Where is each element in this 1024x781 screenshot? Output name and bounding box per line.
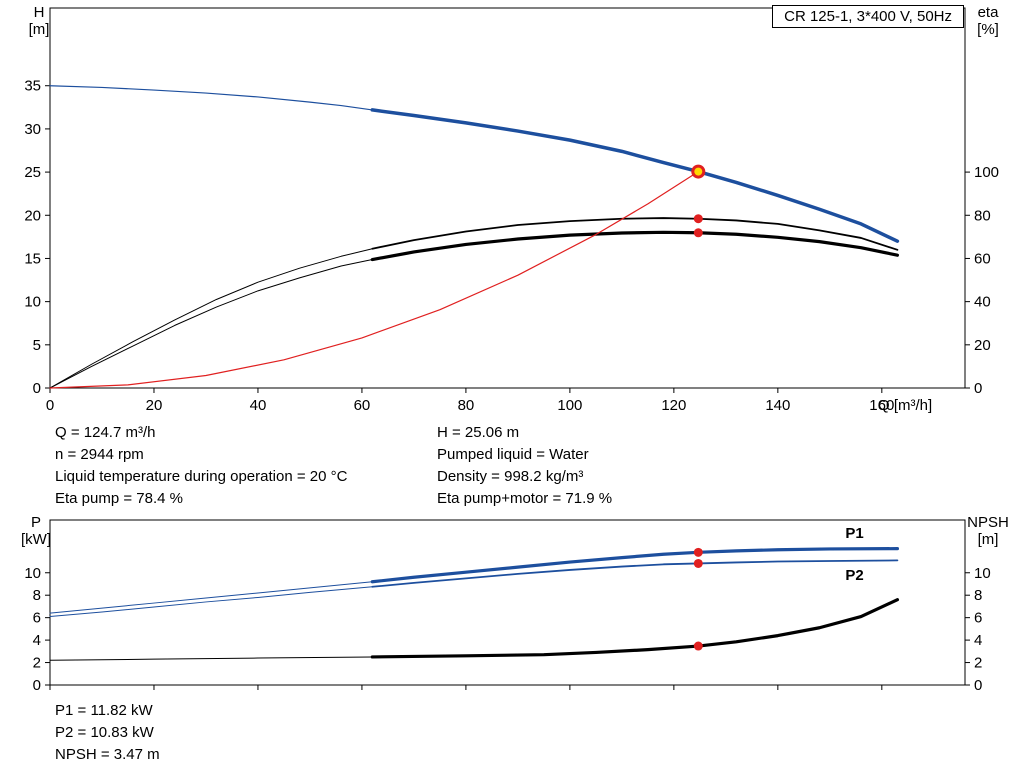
power-npsh-info: P1 = 11.82 kW P2 = 10.83 kW NPSH = 3.47 … [55,700,160,766]
series-P2 [49,586,373,618]
h-axis-title: H [m] [20,4,58,38]
eta-axis-title-line1: eta [977,4,999,21]
plot-border [49,519,966,686]
y-left-tick-label: 0 [33,677,41,694]
npsh-axis-title-line1: NPSH [967,514,1009,531]
y-left-tick-label: 35 [24,78,41,95]
info-line-npsh: NPSH = 3.47 m [55,746,160,763]
y-left-tick-label: 30 [24,121,41,138]
info-line-liquid: Pumped liquid = Water [437,446,589,463]
info-line-density: Density = 998.2 kg/m³ [437,468,584,485]
duty-point [691,164,706,179]
info-line-eta-pump: Eta pump = 78.4 % [55,490,183,507]
info-line-temperature: Liquid temperature during operation = 20… [55,468,348,485]
series-label-P2: P2 [845,567,863,584]
npsh-axis-title-line2: [m] [977,531,999,548]
y-left-tick-label: 5 [33,337,41,354]
info-line-p1: P1 = 11.82 kW [55,702,153,719]
info-line-head: H = 25.06 m [437,424,520,441]
y-left-tick-label: 15 [24,250,41,267]
y-left-tick-label: 2 [33,655,41,672]
eta-axis-title-line2: [%] [977,21,999,38]
x-tick-label: 40 [250,397,267,414]
y-right-tick-label: 8 [974,587,982,604]
series-eta-pump [49,248,373,389]
npsh-axis-title: NPSH [m] [956,514,1020,548]
info-line-flow: Q = 124.7 m³/h [55,424,156,441]
p-axis-title: P [kW] [14,514,58,548]
y-right-tick-label: 20 [974,337,991,354]
power-npsh-chart: 0 2 4 6 8 10 0 2 4 6 8 10 P1 P2 [24,519,991,694]
eta-motor-point [693,228,703,238]
series-NPSH [370,598,900,659]
y-right-tick-label: 100 [974,164,999,181]
series-eta-pump [371,217,899,251]
p-axis-title-line1: P [30,514,41,531]
operating-point-info-right: H = 25.06 m Pumped liquid = Water Densit… [437,422,612,510]
series-pump-head [370,108,900,243]
y-left-tick-label: 20 [24,207,41,224]
series-NPSH [49,656,373,661]
y-left-tick-label: 10 [24,565,41,582]
x-tick-label: 120 [661,397,686,414]
y-right-tick-label: 2 [974,655,982,672]
x-tick-label: 80 [458,397,475,414]
h-axis-title-line2: [m] [28,21,50,38]
y-right-tick-label: 10 [974,565,991,582]
y-left-tick-label: 10 [24,294,41,311]
series-P2 [371,559,899,588]
x-tick-label: 60 [354,397,371,414]
y-left-tick-label: 25 [24,164,41,181]
y-right-tick-label: 6 [974,610,982,627]
x-tick-label: 0 [46,397,54,414]
hq-eta-chart: 0 20 40 60 80 100 120 140 160 0 5 10 15 20 25 30 35 0 20 40… [24,7,999,414]
h-axis-title-line1: H [33,4,45,21]
series-eta-pump-motor [49,259,373,389]
x-tick-label: 160 [869,397,894,414]
x-tick-label: 20 [146,397,163,414]
pump-model-badge: CR 125-1, 3*400 V, 50Hz [772,5,964,28]
eta-axis-title: eta [%] [964,4,1012,38]
operating-point-info-left: Q = 124.7 m³/h n = 2944 rpm Liquid tempe… [55,422,347,510]
q-axis-title: Q [m³/h] [878,397,933,414]
series-system-curve [49,170,699,389]
y-left-tick-label: 6 [33,610,41,627]
y-right-tick-label: 4 [974,632,982,649]
x-tick-label: 100 [557,397,582,414]
series-label-P1: P1 [845,525,863,542]
info-line-p2: P2 = 10.83 kW [55,724,154,741]
plot-border [49,7,966,389]
series-eta-pump-motor [370,230,900,262]
y-right-tick-label: 40 [974,294,991,311]
eta-pump-point [693,214,703,224]
series-P1 [370,547,900,584]
info-line-eta-total: Eta pump+motor = 71.9 % [437,490,613,507]
x-tick-label: 140 [765,397,790,414]
p2-point [693,558,703,568]
npsh-point [693,641,703,651]
y-left-tick-label: 8 [33,587,41,604]
y-right-tick-label: 0 [974,380,982,397]
p1-point [693,547,703,557]
p-axis-title-line2: [kW] [21,531,51,548]
y-right-tick-label: 0 [974,677,982,694]
y-right-tick-label: 80 [974,207,991,224]
info-line-speed: n = 2944 rpm [55,446,144,463]
y-left-tick-label: 4 [33,632,41,649]
y-right-tick-label: 60 [974,250,991,267]
y-left-tick-label: 0 [33,380,41,397]
series-P1 [49,581,373,614]
series-pump-head [49,85,373,111]
